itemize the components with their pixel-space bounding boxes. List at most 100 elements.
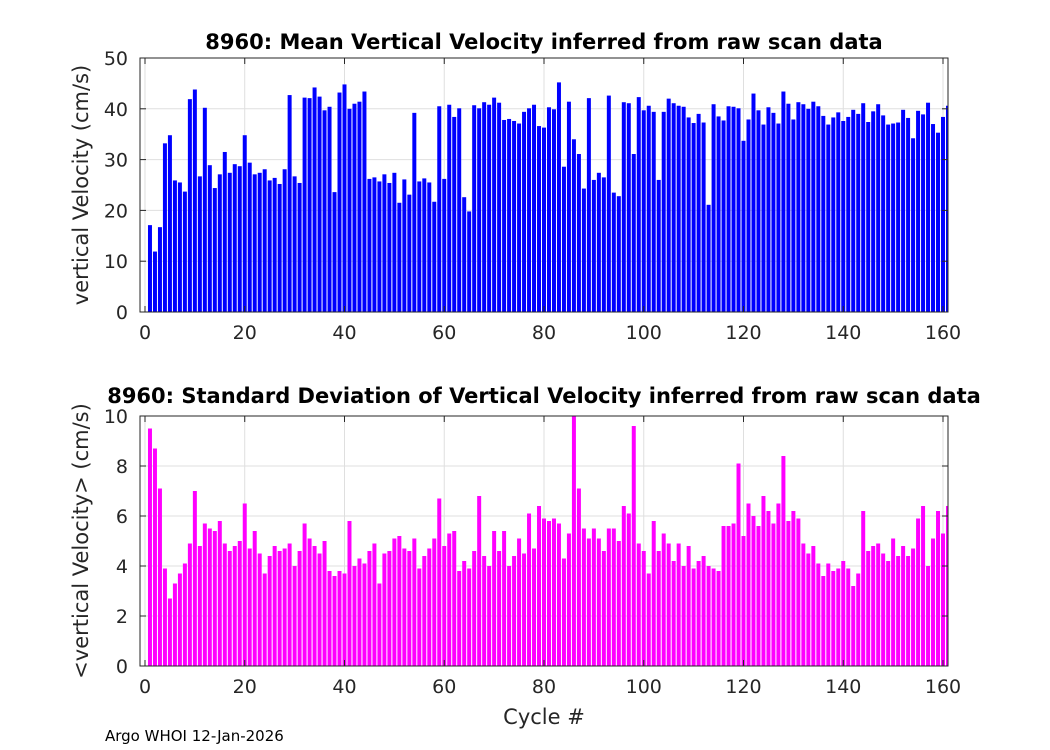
bottom-bar	[771, 523, 776, 666]
bottom-bar	[821, 576, 826, 666]
bottom-bar	[542, 518, 546, 666]
top-bar	[377, 181, 382, 312]
bottom-x-tick-label: 100	[626, 676, 662, 698]
bottom-bar	[352, 566, 357, 666]
bottom-bar	[686, 546, 691, 666]
top-bar	[856, 113, 861, 312]
bottom-bar	[886, 561, 891, 666]
top-bar	[287, 95, 292, 312]
bottom-y-axis-label: <vertical Velocity> (cm/s)	[69, 403, 93, 679]
bottom-bar	[741, 536, 746, 666]
bottom-bar	[232, 546, 237, 666]
top-bar	[277, 183, 282, 312]
bottom-bar	[262, 573, 267, 666]
bottom-bar	[881, 553, 886, 666]
top-bar	[746, 119, 751, 312]
top-y-tick-label: 10	[104, 251, 128, 273]
bottom-bar	[407, 551, 412, 666]
top-bar	[751, 93, 756, 312]
bottom-bar	[477, 496, 482, 666]
bottom-bar	[512, 556, 517, 666]
bottom-bar	[377, 583, 382, 666]
bottom-bar	[916, 518, 921, 666]
bottom-bar	[532, 548, 537, 666]
bottom-bar	[921, 506, 926, 666]
top-bar	[776, 123, 781, 312]
top-bar	[537, 126, 542, 312]
bottom-bar	[182, 563, 187, 666]
top-bar	[621, 102, 626, 312]
bottom-bar	[701, 556, 706, 666]
bottom-bar	[537, 506, 542, 666]
bottom-bar	[746, 503, 751, 666]
bottom-bar	[187, 543, 192, 666]
top-bar	[671, 103, 676, 312]
bottom-bar	[282, 548, 287, 666]
top-bar	[342, 84, 347, 312]
top-bar	[556, 82, 561, 312]
top-bar	[821, 115, 826, 312]
bottom-ticks: 0 20 40 60 80 100 120 140 160 0 2 4 6 8 10	[104, 406, 961, 698]
bottom-bar	[836, 568, 841, 666]
top-bar	[417, 181, 422, 312]
top-bar	[661, 111, 666, 312]
top-bar	[222, 151, 227, 312]
bottom-bar	[212, 531, 217, 666]
bottom-bar	[936, 511, 941, 666]
top-x-tick-label: 80	[532, 322, 556, 344]
bottom-x-tick-label: 160	[925, 676, 961, 698]
top-bar	[542, 127, 546, 312]
bottom-bar	[372, 543, 377, 666]
top-bar	[911, 138, 916, 312]
bottom-bar	[147, 428, 152, 666]
bottom-bar	[906, 556, 911, 666]
bottom-bar	[447, 533, 452, 666]
top-bar	[362, 91, 367, 312]
bottom-y-tick-label: 4	[116, 556, 128, 578]
bottom-bar	[786, 521, 791, 666]
bottom-bar	[362, 563, 367, 666]
bottom-bar	[327, 571, 332, 666]
top-x-tick-label: 140	[825, 322, 861, 344]
top-bar	[561, 166, 566, 312]
top-bar	[726, 106, 731, 312]
top-bar	[551, 109, 556, 312]
bottom-bar	[606, 528, 611, 666]
top-bar	[696, 113, 701, 312]
bottom-y-tick-label: 2	[116, 606, 128, 628]
top-bar	[901, 109, 906, 312]
bottom-bar	[152, 448, 157, 666]
top-bar	[721, 120, 726, 312]
top-bar	[252, 174, 257, 312]
bottom-bar	[601, 551, 606, 666]
top-bar	[706, 204, 711, 312]
bottom-bar	[412, 538, 417, 666]
top-bar	[317, 96, 322, 312]
top-bar	[841, 120, 846, 312]
bottom-x-tick-label: 140	[825, 676, 861, 698]
bottom-bar	[382, 553, 387, 666]
top-bar	[172, 180, 177, 312]
mean-velocity-chart: 0 20 40 60 80 100 120 140 160 0 10 20 30 40 50 8960: M…	[69, 30, 961, 344]
top-bar	[157, 227, 162, 312]
bottom-bar	[846, 568, 851, 666]
bottom-bar	[861, 511, 866, 666]
bottom-bar	[791, 511, 796, 666]
top-bar	[716, 116, 721, 312]
bottom-bar	[901, 546, 906, 666]
bottom-bar	[591, 528, 596, 666]
top-x-tick-label: 100	[626, 322, 662, 344]
bottom-bar	[207, 528, 212, 666]
top-bar	[771, 112, 776, 312]
bottom-y-tick-label: 0	[116, 656, 128, 678]
top-bar	[591, 179, 596, 312]
top-bar	[711, 104, 716, 312]
bottom-bar	[462, 561, 467, 666]
top-y-tick-label: 0	[116, 302, 128, 324]
top-bar	[816, 106, 821, 312]
std-velocity-chart: 0 20 40 60 80 100 120 140 160 0 2 4 6 8 10 8960: Stand…	[69, 384, 981, 729]
bottom-bar	[357, 558, 362, 666]
top-bar	[532, 104, 537, 312]
top-bar	[432, 201, 437, 312]
bottom-bar	[292, 566, 297, 666]
